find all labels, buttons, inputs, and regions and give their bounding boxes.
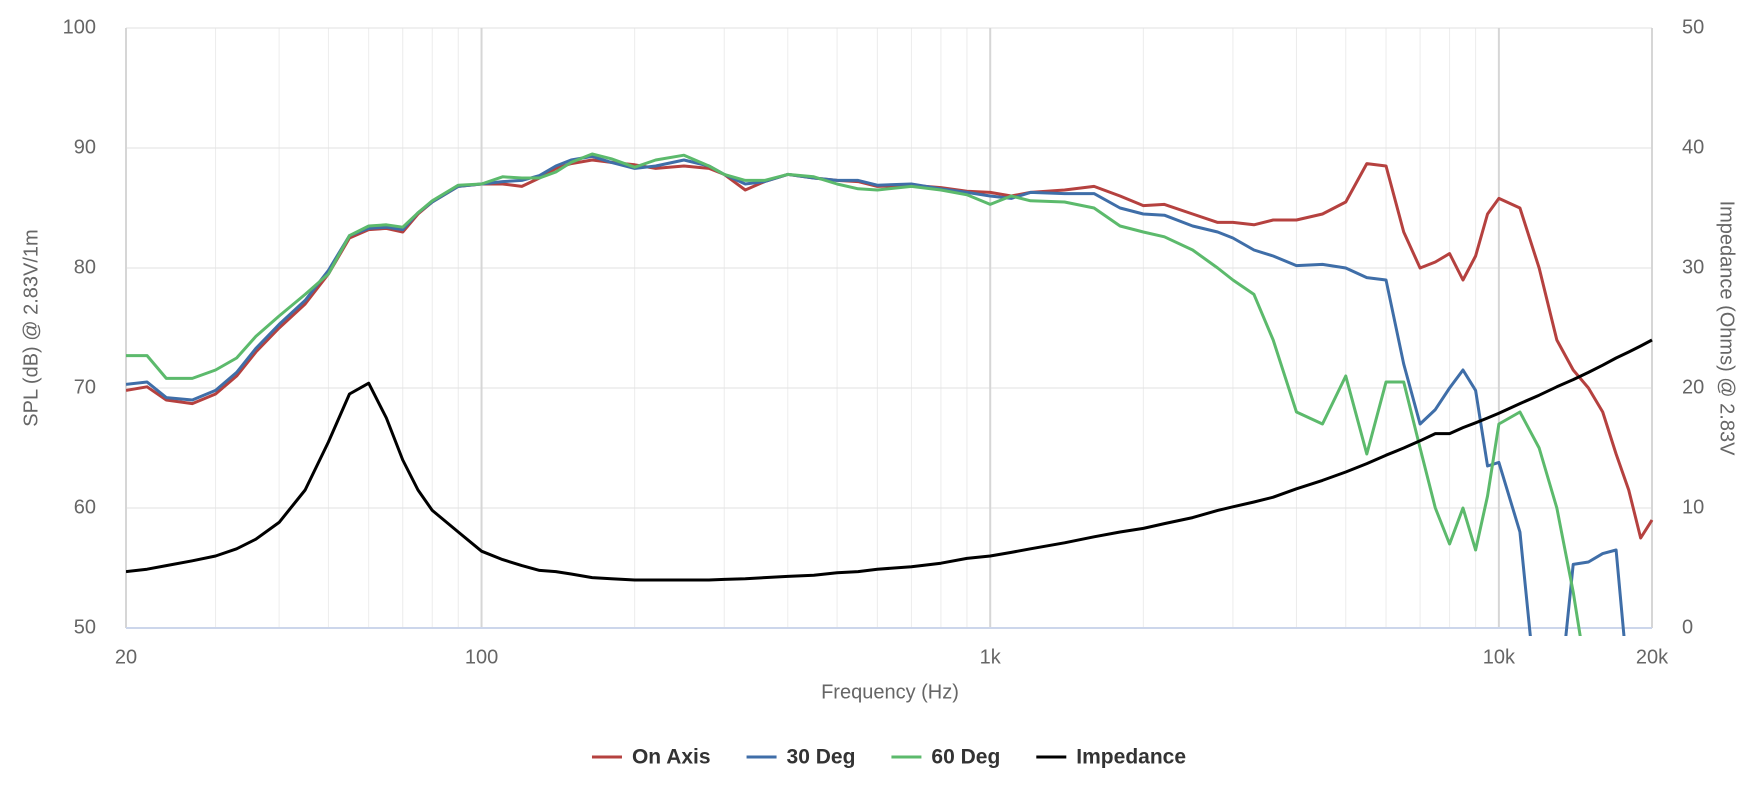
y-axis-title: SPL (dB) @ 2.83V/1m [20,229,42,426]
legend-label: 60 Deg [931,746,1000,769]
legend: On Axis 30 Deg 60 Deg Impedance [591,746,1186,769]
y-tick-label: 60 [74,496,96,518]
y-tick-label: 100 [63,16,96,38]
plot-area [126,152,1654,636]
y2-tick-label: 50 [1682,16,1704,38]
series-line [126,158,1654,540]
y2-tick-label: 30 [1682,256,1704,278]
grid [125,27,1653,629]
y-tick-label: 70 [74,376,96,398]
x-tick-label: 20k [1636,646,1669,668]
y-tick-label: 90 [74,136,96,158]
legend-label: 30 Deg [787,746,856,769]
x-tick-label: 1k [980,646,1002,668]
x-tick-label: 20 [115,646,137,668]
y-tick-label: 80 [74,256,96,278]
x-tick-label: 10k [1483,646,1516,668]
legend-label: Impedance [1076,746,1186,769]
y2-tick-label: 20 [1682,376,1704,398]
legend-item: 60 Deg [891,746,1000,769]
y2-tick-label: 40 [1682,136,1704,158]
x-tick-label: 100 [465,646,498,668]
series-line [126,338,1653,582]
y2-tick-label: 10 [1682,496,1704,518]
series-line [126,154,1626,636]
legend-item: 30 Deg [746,746,856,769]
y2-tick-label: 0 [1682,616,1693,638]
labels: 50 60 70 80 90 100 0 10 20 30 40 50 20 100 1k 10k 20k [63,16,1705,668]
x-axis-title: Frequency (Hz) [821,681,959,703]
y2-axis-title: Impedance (Ohms) @ 2.83V [1716,201,1738,457]
legend-item: Impedance [1036,746,1186,769]
series-line [126,152,1582,636]
legend-item: On Axis [591,746,711,769]
legend-label: On Axis [632,746,711,769]
y-tick-label: 50 [74,616,96,638]
